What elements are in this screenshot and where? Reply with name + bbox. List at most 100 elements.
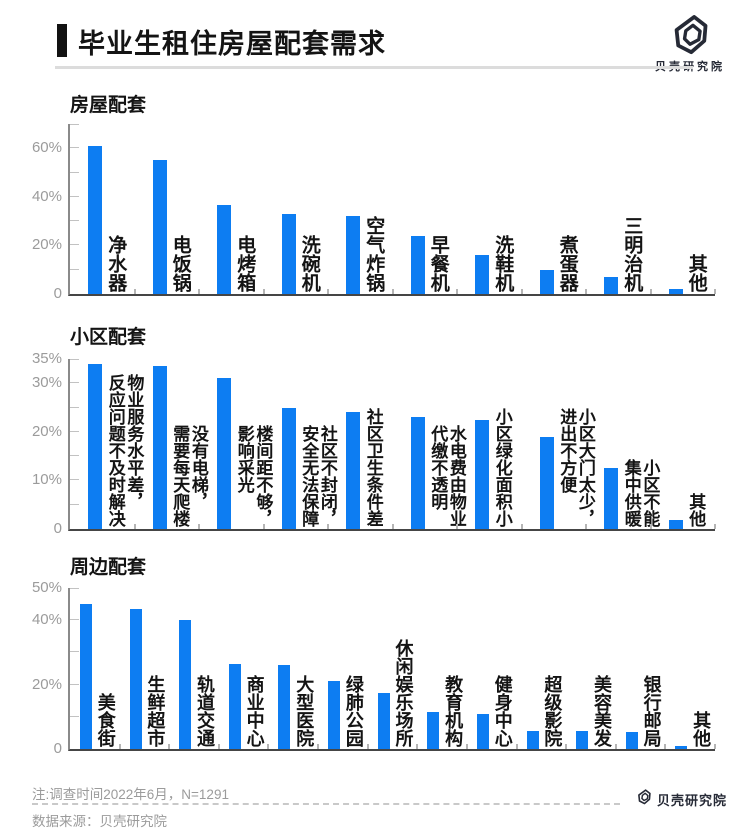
- bar: [88, 363, 102, 529]
- bar: [668, 520, 683, 529]
- category-slot: 商业中心: [219, 588, 269, 749]
- bar: [476, 713, 489, 749]
- footer-brand-text: 贝壳研究院: [657, 793, 728, 808]
- bar: [410, 235, 425, 294]
- bar: [217, 205, 231, 294]
- x-tick: [391, 289, 394, 294]
- x-tick: [614, 744, 617, 749]
- category-label: 电饭锅: [169, 235, 191, 292]
- category-slot: 银行邮局: [616, 588, 666, 749]
- category-slot: 其他: [651, 359, 716, 529]
- x-tick: [198, 524, 200, 529]
- category-label: 银行邮局: [641, 675, 662, 747]
- bar: [475, 255, 489, 294]
- category-slot: 绿肺公园: [318, 588, 368, 749]
- x-tick: [649, 289, 652, 294]
- data-source: 数据来源：贝壳研究院: [32, 814, 167, 829]
- x-tick: [565, 744, 568, 749]
- x-tick: [133, 289, 136, 294]
- footer-brand: 贝壳研究院: [636, 789, 727, 810]
- y-tick-label: 40%: [31, 187, 62, 205]
- x-tick: [327, 524, 329, 529]
- x-tick: [391, 524, 394, 529]
- category-slot: 洗碗机: [264, 124, 329, 294]
- category-label: 空气炸锅: [363, 216, 385, 292]
- y-tick: [70, 382, 79, 384]
- x-tick: [366, 744, 369, 749]
- y-tick-label: 10%: [31, 471, 62, 489]
- category-label: 社区不封闭， 安全无法保障: [299, 425, 337, 527]
- chart-title: 小区配套: [70, 327, 147, 348]
- category-slot: 其他: [665, 588, 715, 749]
- title-accent-bar: [57, 24, 67, 57]
- y-tick: [70, 455, 79, 457]
- y-tick: [70, 220, 79, 222]
- bar: [281, 213, 296, 294]
- x-tick: [168, 744, 171, 749]
- y-tick: [70, 503, 79, 505]
- x-tick: [262, 289, 265, 294]
- bar: [228, 663, 241, 749]
- bar: [625, 731, 638, 749]
- x-tick: [327, 289, 329, 294]
- x-tick: [714, 744, 716, 749]
- bar: [278, 665, 291, 749]
- x-tick: [664, 744, 667, 749]
- bar: [328, 681, 341, 749]
- y-tick: [70, 683, 79, 685]
- plot-area: 0 20% 40% 50% 美食街 生鲜超市 轨道交通 商业中心 大型医院 绿肺公园 休闲娱乐场所 教…: [32, 580, 716, 757]
- x-tick: [133, 524, 136, 529]
- category-label: 洗碗机: [298, 235, 320, 292]
- category-slot: 小区绿化面积小: [457, 359, 522, 529]
- bar: [410, 417, 425, 529]
- category-slot: 煮蛋器: [522, 124, 587, 294]
- category-label: 小区不能 集中供暖: [621, 459, 660, 527]
- x-tick: [520, 289, 523, 294]
- category-slot: 社区卫生条件差: [328, 359, 393, 529]
- y-tick-label: 0: [53, 740, 62, 757]
- x-tick: [714, 289, 716, 294]
- bar: [604, 277, 618, 294]
- chart-title: 周边配套: [70, 557, 147, 578]
- category-slot: 教育机构: [417, 588, 467, 749]
- category-label: 社区卫生条件差: [363, 408, 383, 527]
- bar: [152, 160, 167, 294]
- category-label: 休闲娱乐场所: [393, 639, 414, 747]
- category-label: 早餐机: [427, 235, 449, 292]
- category-label: 小区大门太少， 进出不方便: [557, 408, 595, 527]
- bar: [576, 731, 589, 749]
- x-tick: [585, 524, 587, 529]
- category-label: 小区绿化面积小: [492, 408, 512, 527]
- bar: [539, 269, 554, 294]
- category-label: 美食街: [95, 693, 116, 747]
- x-tick: [267, 744, 270, 749]
- category-label: 美容美发: [591, 675, 612, 747]
- x-tick: [317, 744, 320, 749]
- y-tick-label: 35%: [31, 350, 62, 367]
- category-label: 超级影院: [542, 675, 563, 747]
- category-label: 大型医院: [294, 675, 315, 747]
- y-tick: [70, 359, 79, 360]
- x-tick: [198, 289, 200, 294]
- y-tick: [70, 124, 79, 125]
- bar: [179, 620, 192, 749]
- y-tick: [70, 715, 79, 717]
- y-tick-label: 20%: [31, 422, 62, 440]
- y-tick: [70, 268, 79, 270]
- y-tick: [70, 195, 79, 197]
- header-divider: [55, 66, 693, 69]
- y-tick: [70, 430, 79, 432]
- beike-shell-icon: [636, 789, 652, 810]
- category-slot: 小区不能 集中供暖: [586, 359, 659, 529]
- category-slot: 水电费由物业 代缴不透明: [393, 359, 466, 529]
- category-label: 其他: [686, 493, 706, 527]
- category-label: 没有电梯， 需要每天爬楼: [170, 425, 208, 527]
- category-slot: 超级影院: [517, 588, 567, 749]
- x-tick: [416, 744, 419, 749]
- category-slot: 三明治机: [586, 124, 651, 294]
- bar: [281, 407, 296, 529]
- x-tick: [217, 744, 220, 749]
- category-label: 净水器: [105, 235, 127, 292]
- bar: [475, 419, 489, 529]
- bar: [675, 745, 688, 749]
